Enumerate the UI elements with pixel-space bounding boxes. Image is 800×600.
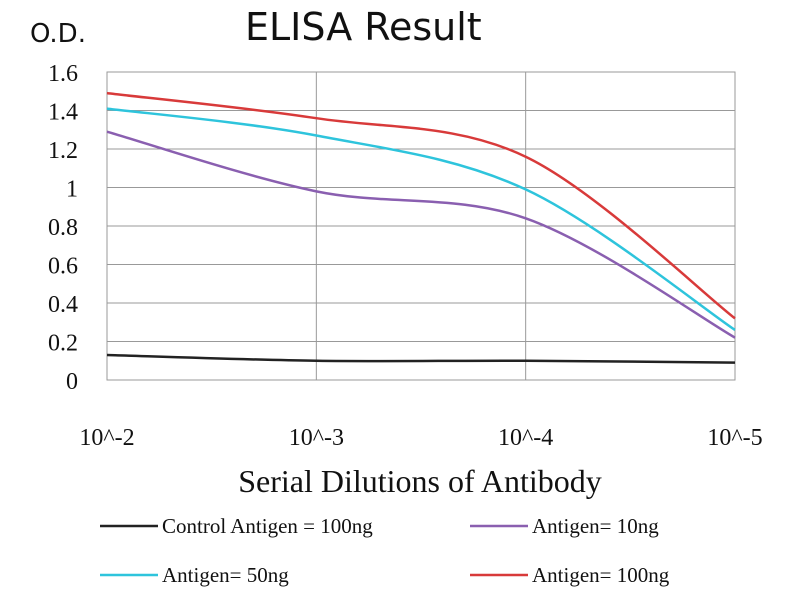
y-tick-label: 0.4 xyxy=(48,292,78,318)
legend-label: Antigen= 10ng xyxy=(532,514,659,538)
y-tick-label: 1.4 xyxy=(48,100,78,126)
series-line-2 xyxy=(106,107,736,331)
y-tick-label: 1.6 xyxy=(48,61,78,87)
y-tick-labels: 0 0.2 0.4 0.6 0.8 1 1.2 1.4 1.6 xyxy=(48,61,78,395)
grid xyxy=(106,71,736,381)
series-lines xyxy=(106,91,736,364)
y-tick-label: 0 xyxy=(66,369,78,395)
x-tick-label: 10^-5 xyxy=(707,425,762,451)
x-tick-label: 10^-2 xyxy=(79,425,134,451)
y-tick-label: 0.2 xyxy=(48,331,78,357)
y-tick-label: 1 xyxy=(66,177,78,203)
legend: Control Antigen = 100ng Antigen= 10ng Anti… xyxy=(100,514,670,587)
series-line-0 xyxy=(106,353,736,364)
legend-label: Antigen= 100ng xyxy=(532,563,670,587)
y-tick-label: 1.2 xyxy=(48,138,78,164)
chart-title: ELISA Result xyxy=(245,5,482,49)
legend-label: Control Antigen = 100ng xyxy=(162,514,373,538)
y-tick-label: 0.8 xyxy=(48,215,78,241)
x-axis-label: Serial Dilutions of Antibody xyxy=(238,463,602,499)
x-tick-label: 10^-4 xyxy=(498,425,553,451)
x-tick-labels: 10^-2 10^-3 10^-4 10^-5 xyxy=(79,425,762,451)
series-line-3 xyxy=(106,91,736,320)
y-tick-label: 0.6 xyxy=(48,254,78,280)
legend-label: Antigen= 50ng xyxy=(162,563,289,587)
y-axis-label: O.D. xyxy=(30,19,86,49)
x-tick-label: 10^-3 xyxy=(289,425,344,451)
series-line-1 xyxy=(106,130,736,339)
